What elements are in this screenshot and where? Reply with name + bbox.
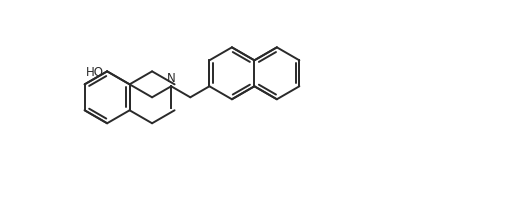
Text: N: N [167, 72, 176, 85]
Text: HO: HO [86, 66, 104, 78]
